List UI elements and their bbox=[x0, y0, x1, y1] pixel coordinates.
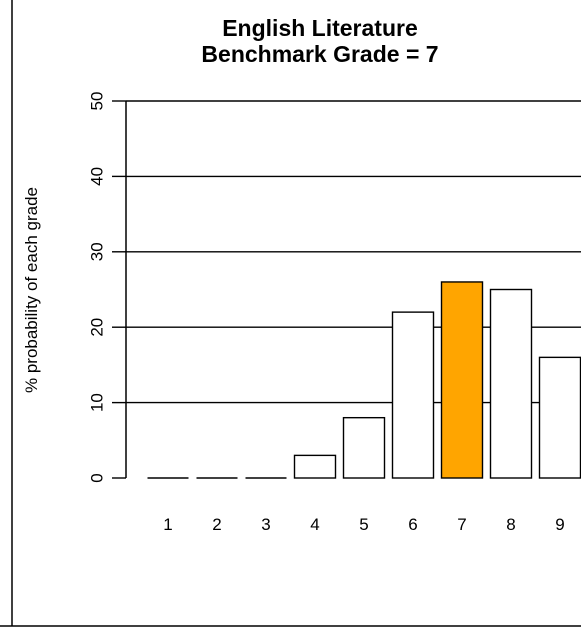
x-tick-label: 2 bbox=[212, 515, 221, 534]
bar bbox=[538, 356, 581, 479]
bar bbox=[342, 416, 386, 479]
chart-title: English Literature bbox=[222, 15, 418, 41]
bar bbox=[293, 454, 337, 479]
y-tick-label: 0 bbox=[88, 473, 107, 482]
bar-highlight bbox=[440, 281, 484, 479]
y-tick-label: 20 bbox=[88, 318, 107, 337]
x-tick-label: 3 bbox=[261, 515, 270, 534]
bar bbox=[489, 288, 533, 479]
x-tick-label: 7 bbox=[457, 515, 466, 534]
y-tick-label: 30 bbox=[88, 242, 107, 261]
y-tick-label: 50 bbox=[88, 92, 107, 111]
x-tick-label: 6 bbox=[408, 515, 417, 534]
x-tick-label: 8 bbox=[506, 515, 515, 534]
y-tick-label: 40 bbox=[88, 167, 107, 186]
bar bbox=[391, 311, 435, 479]
x-tick-label: 4 bbox=[310, 515, 319, 534]
x-tick-label: 5 bbox=[359, 515, 368, 534]
x-tick-label: 9 bbox=[555, 515, 564, 534]
x-tick-label: 1 bbox=[163, 515, 172, 534]
chart-subtitle: Benchmark Grade = 7 bbox=[201, 41, 439, 67]
y-tick-label: 10 bbox=[88, 393, 107, 412]
